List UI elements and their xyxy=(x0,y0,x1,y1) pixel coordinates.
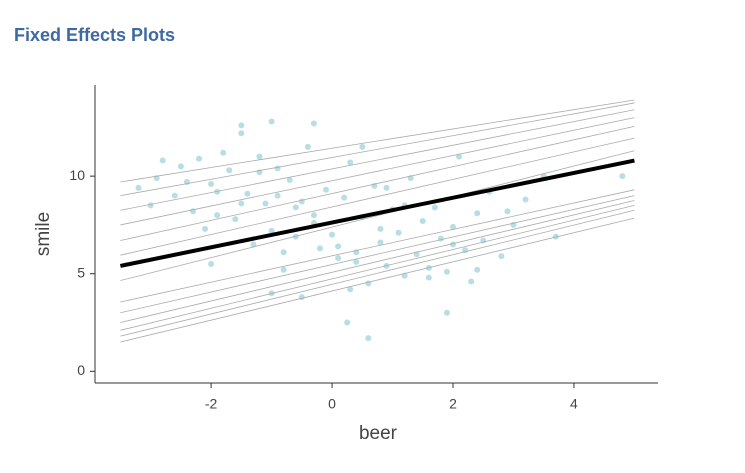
data-point xyxy=(365,335,372,342)
data-point xyxy=(347,159,354,166)
data-point xyxy=(238,122,245,129)
data-point xyxy=(238,200,245,207)
data-point xyxy=(274,165,281,172)
y-axis-label: smile xyxy=(33,212,54,256)
data-point xyxy=(425,274,432,281)
data-point xyxy=(522,196,529,203)
group-line xyxy=(120,125,635,241)
data-point xyxy=(310,120,317,127)
data-point xyxy=(504,208,511,215)
data-point xyxy=(431,204,438,211)
fixed-effect-line xyxy=(119,158,635,268)
group-line xyxy=(120,209,635,337)
data-point xyxy=(335,255,342,262)
data-point xyxy=(341,194,348,201)
data-point xyxy=(443,268,450,275)
data-point xyxy=(280,249,287,256)
data-point xyxy=(238,130,245,137)
data-point xyxy=(443,309,450,316)
data-point xyxy=(232,216,239,223)
data-point xyxy=(262,200,269,207)
data-point xyxy=(292,204,299,211)
data-point xyxy=(208,180,215,187)
y-tick-label: 5 xyxy=(77,264,85,280)
data-point xyxy=(474,266,481,273)
data-point xyxy=(147,202,154,209)
data-point xyxy=(468,278,475,285)
data-point xyxy=(202,225,209,232)
x-tick-label: 2 xyxy=(449,396,457,412)
data-point xyxy=(244,190,251,197)
data-point xyxy=(395,229,402,236)
data-point xyxy=(177,163,184,170)
data-point xyxy=(419,218,426,225)
data-point xyxy=(474,210,481,217)
x-axis-label: beer xyxy=(359,423,398,444)
data-point xyxy=(377,225,384,232)
chart-title: Fixed Effects Plots xyxy=(14,25,175,45)
data-point xyxy=(619,173,626,180)
data-point xyxy=(316,245,323,252)
group-line xyxy=(120,205,635,331)
data-point xyxy=(268,118,275,125)
data-point xyxy=(298,294,305,301)
data-point xyxy=(135,184,142,191)
y-tick-label: 0 xyxy=(77,362,85,378)
data-point xyxy=(256,153,263,160)
group-line xyxy=(120,102,635,197)
x-tick-label: 0 xyxy=(328,396,336,412)
group-line xyxy=(120,189,635,303)
data-point xyxy=(437,235,444,242)
group-line xyxy=(120,150,635,281)
data-point xyxy=(214,212,221,219)
data-point xyxy=(498,253,505,260)
group-line xyxy=(120,200,635,323)
data-point xyxy=(208,260,215,267)
data-point xyxy=(274,192,281,199)
data-point xyxy=(304,143,311,150)
data-point xyxy=(344,319,351,326)
group-line xyxy=(120,109,635,211)
data-point xyxy=(250,241,257,248)
data-point xyxy=(329,231,336,238)
data-point xyxy=(220,149,227,156)
data-point xyxy=(268,227,275,234)
data-point xyxy=(280,266,287,273)
data-point xyxy=(226,167,233,174)
data-point xyxy=(347,286,354,293)
group-line xyxy=(120,99,635,183)
group-line xyxy=(120,195,635,314)
data-point xyxy=(171,192,178,199)
x-tick-label: -2 xyxy=(205,396,218,412)
data-point xyxy=(359,143,366,150)
data-point xyxy=(456,153,463,160)
group-line xyxy=(120,137,635,256)
data-point xyxy=(335,243,342,250)
data-point xyxy=(552,233,559,240)
y-tick-label: 10 xyxy=(69,167,85,183)
data-point xyxy=(383,184,390,191)
data-point xyxy=(196,155,203,162)
data-point xyxy=(449,223,456,230)
data-point xyxy=(159,157,166,164)
x-tick-label: 4 xyxy=(570,396,578,412)
data-point xyxy=(310,212,317,219)
data-point xyxy=(323,186,330,193)
group-line xyxy=(120,117,635,226)
data-point xyxy=(353,259,360,266)
data-point xyxy=(286,177,293,184)
group-line xyxy=(120,217,635,343)
data-point xyxy=(377,239,384,246)
